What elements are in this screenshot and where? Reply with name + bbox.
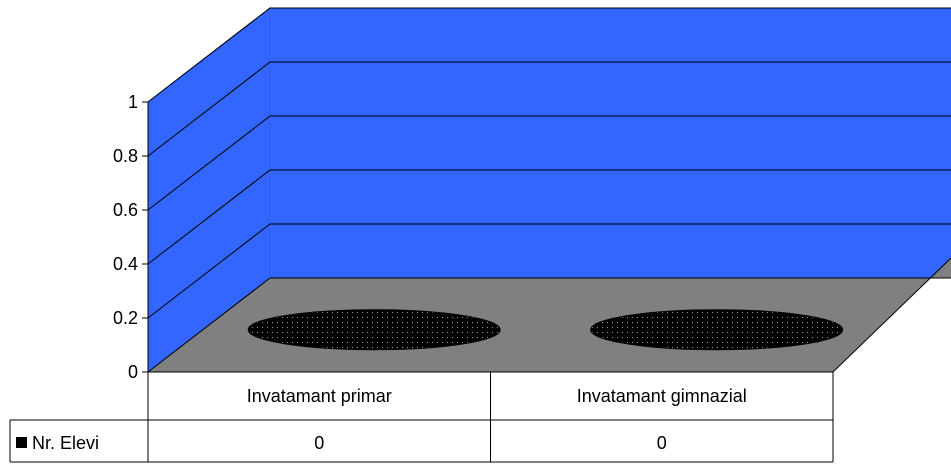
gridline [147,7,951,103]
data-label: 0 [314,433,324,453]
gridlines [147,7,951,319]
legend-label: Nr. Elevi [32,433,99,453]
bar [247,309,501,351]
data-label: 0 [657,433,667,453]
y-tick-label: 0.4 [113,254,138,274]
y-tick-label: 1 [128,92,138,112]
data-table: Invatamant primar Invatamant gimnazial Nr.… [9,372,834,463]
y-tick-label: 0.8 [113,146,138,166]
bar [590,309,844,351]
floor-right-edge [832,257,951,373]
gridline [147,169,951,265]
category-label: Invatamant primar [247,386,392,406]
gridline [147,115,951,211]
y-tick-label: 0.2 [113,308,138,328]
floor-left-edge [147,277,271,373]
y-axis: 0 0.2 0.4 0.6 0.8 1 [113,92,149,382]
gridline [147,223,951,319]
bars [247,309,844,351]
gridline [147,61,951,157]
y-tick-label: 0 [128,362,138,382]
y-tick-label: 0.6 [113,200,138,220]
category-label: Invatamant gimnazial [577,386,747,406]
back-wall [270,8,951,278]
legend-swatch [16,437,27,448]
